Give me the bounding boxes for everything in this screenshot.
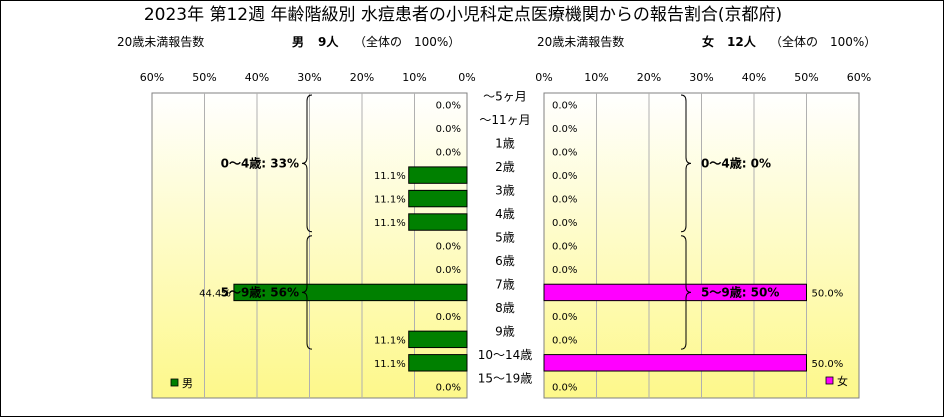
category-label: 3歳 [495,184,515,198]
right-tick-label: 0% [535,71,552,84]
right-tick-label: 30% [689,71,713,84]
category-label: 10～14歳 [478,348,533,362]
value-label-female: 50.0% [812,359,844,370]
group-label-male: 0～4歳: 33% [221,155,299,170]
right-caption: 20歳未満報告数 [537,34,624,49]
right-gender: 女 [702,34,714,49]
value-label-male: 0.0% [436,148,461,159]
right-tick-label: 40% [742,71,766,84]
category-label: 15～19歳 [478,371,533,385]
bar-female [543,283,807,302]
bar-female [543,354,807,372]
legend-swatch-female [825,376,834,385]
left-tick-label: 0% [458,71,475,84]
group-label-male: 5～9歳: 56% [221,284,299,299]
category-label: 5歳 [495,231,515,245]
group-bracket-female [680,94,692,233]
left-tick-label: 50% [192,71,216,84]
right-tick-label: 50% [794,71,818,84]
value-label-female: 0.0% [552,218,577,229]
group-label-female: 0～4歳: 0% [701,155,771,170]
right-tick-label: 20% [637,71,661,84]
value-label-male: 0.0% [436,312,461,323]
value-label-female: 0.0% [552,312,577,323]
bar-male [408,189,468,208]
legend-label-female: 女 [837,374,848,388]
category-label: 4歳 [495,207,515,221]
left-count: 9人 [318,34,339,49]
left-tick-label: 60% [140,71,164,84]
value-label-male: 0.0% [436,101,461,112]
category-label: 6歳 [495,254,515,268]
category-label: ～5ヶ月 [483,90,527,104]
bar-male [408,354,468,372]
value-label-female: 0.0% [552,171,577,182]
left-tick-label: 20% [350,71,374,84]
value-label-male: 0.0% [436,242,461,253]
value-label-male: 11.1% [374,359,406,370]
right-count: 12人 [727,34,757,49]
left-note: （全体の 100%） [354,34,460,49]
legend-label-male: 男 [182,377,193,390]
value-label-female: 0.0% [552,101,577,112]
category-label: 2歳 [495,160,515,174]
left-gender: 男 [292,35,304,49]
group-bracket-male [301,94,313,233]
group-label-female: 5～9歳: 50% [701,284,779,299]
category-label: 1歳 [495,137,515,151]
value-label-male: 0.0% [436,124,461,135]
category-label: 8歳 [495,301,515,315]
bar-male [233,283,468,302]
right-note: （全体の 100%） [770,34,876,49]
value-label-male: 11.1% [374,171,406,182]
left-tick-label: 30% [297,71,321,84]
value-label-male: 11.1% [374,335,406,346]
legend-swatch-male [170,378,179,387]
value-label-female: 50.0% [812,288,844,299]
value-label-female: 0.0% [552,382,577,393]
bar-male [408,330,468,349]
value-label-female: 0.0% [552,335,577,346]
group-bracket-female [680,235,692,350]
category-label: ～11ヶ月 [479,113,530,127]
value-label-female: 0.0% [552,265,577,276]
left-caption: 20歳未満報告数 [117,34,204,49]
value-label-male: 44.4% [199,288,231,299]
left-tick-label: 10% [402,71,426,84]
category-label: 7歳 [495,277,515,291]
group-bracket-male [301,235,313,350]
bar-male [408,166,468,184]
value-label-male: 11.1% [374,195,406,206]
right-tick-label: 60% [847,71,871,84]
left-tick-label: 40% [245,71,269,84]
value-label-male: 0.0% [436,265,461,276]
value-label-female: 0.0% [552,195,577,206]
value-label-male: 11.1% [374,218,406,229]
value-label-male: 0.0% [436,382,461,393]
value-label-female: 0.0% [552,124,577,135]
value-label-female: 0.0% [552,242,577,253]
chart-title: 2023年 第12週 年齢階級別 水痘患者の小児科定点医療機関からの報告割合(京… [144,5,782,25]
category-label: 9歳 [495,324,515,338]
bar-male [408,213,468,231]
value-label-female: 0.0% [552,148,577,159]
right-tick-label: 10% [584,71,608,84]
